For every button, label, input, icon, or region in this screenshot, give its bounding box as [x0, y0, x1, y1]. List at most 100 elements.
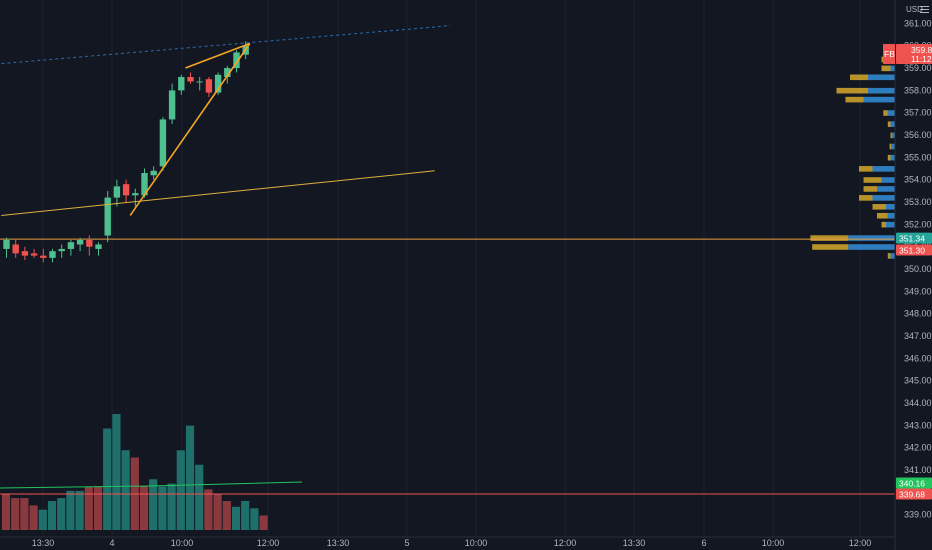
- candle-body: [168, 90, 176, 120]
- y-tick-label: 341.00: [904, 465, 932, 475]
- candle-body: [3, 240, 10, 249]
- vp-row-b: [881, 177, 895, 183]
- volume-bar: [204, 489, 213, 530]
- volume-bar: [213, 493, 222, 530]
- vp-row-a: [850, 74, 868, 81]
- x-tick-label: 10:00: [465, 538, 488, 548]
- volume-bar: [176, 450, 185, 530]
- candle-body: [132, 193, 139, 196]
- vp-row-a: [872, 204, 886, 210]
- volume-bar: [66, 490, 75, 530]
- tag-price: 339.68: [899, 490, 925, 500]
- price-axis[interactable]: 361.00360.00359.00358.00357.00356.00355.…: [894, 0, 932, 550]
- vp-row-a: [845, 96, 864, 103]
- volume-bars: [0, 414, 895, 530]
- vp-row-b: [890, 154, 895, 161]
- price-tag-level-low: 351.30: [896, 244, 932, 256]
- candle-body: [76, 240, 84, 245]
- trendline[interactable]: [1, 170, 435, 216]
- vp-row-b: [890, 65, 895, 72]
- price-tag-level-high: 351.34: [896, 232, 932, 244]
- candle-body: [159, 119, 167, 167]
- vp-row-b: [890, 121, 895, 127]
- vp-row-b: [872, 195, 895, 201]
- x-tick-label: 13:30: [32, 538, 55, 548]
- x-tick-label: 12:00: [849, 538, 872, 548]
- vp-row-b: [890, 253, 895, 259]
- tag-price: 340.16: [899, 479, 925, 489]
- volume-bar: [93, 486, 103, 530]
- y-tick-label: 358.00: [904, 85, 932, 95]
- vp-row-a: [836, 87, 868, 94]
- volume-bar: [259, 515, 268, 530]
- vp-row-b: [848, 235, 895, 241]
- candle-body: [233, 52, 240, 69]
- tag-price: 351.34: [899, 234, 925, 244]
- x-tick-label: 6: [701, 538, 706, 548]
- volume-bar: [112, 414, 121, 530]
- dashed-trendline[interactable]: [1, 25, 451, 65]
- x-tick-label: 5: [404, 538, 409, 548]
- y-tick-label: 361.00: [904, 18, 932, 28]
- vp-row-b: [848, 244, 895, 250]
- y-tick-label: 355.00: [904, 152, 932, 162]
- candle-body: [12, 244, 19, 254]
- volume-bar: [149, 479, 158, 530]
- vp-row-b: [891, 143, 895, 150]
- y-tick-label: 346.00: [904, 353, 932, 363]
- price-tag-fb: 359.8111:12 FB: [883, 43, 932, 64]
- vp-row-b: [887, 110, 895, 116]
- y-tick-label: 359.00: [904, 63, 932, 73]
- tag-countdown: 11:12: [911, 54, 932, 64]
- vp-row-b: [887, 212, 895, 219]
- y-tick-label: 357.00: [904, 108, 932, 118]
- wedge-upper-line[interactable]: [185, 42, 251, 69]
- candle-body: [205, 79, 213, 93]
- volume-bar: [57, 498, 66, 530]
- volume-bar: [84, 486, 93, 530]
- volume-bar: [75, 490, 84, 530]
- drawings[interactable]: [1, 25, 451, 216]
- vp-row-a: [859, 195, 873, 201]
- vp-row-a: [810, 235, 849, 241]
- chart-header: USD: [906, 5, 929, 14]
- volume-bar: [241, 501, 250, 530]
- volume-bar: [158, 486, 167, 530]
- vp-row-a: [883, 110, 888, 116]
- vp-row-a: [877, 212, 888, 219]
- y-tick-label: 339.00: [904, 510, 932, 520]
- volume-bar: [250, 508, 259, 530]
- vp-row-b: [872, 166, 895, 172]
- volume-bar: [47, 501, 57, 530]
- vp-row-b: [886, 221, 895, 228]
- candle-body: [21, 251, 29, 256]
- volume-bar: [1, 493, 11, 530]
- candle-body: [196, 81, 203, 83]
- hamburger-icon[interactable]: [920, 6, 929, 13]
- candle-body: [224, 68, 231, 77]
- tag-price: 351.30: [899, 246, 925, 256]
- vp-row-a: [863, 186, 877, 192]
- candlesticks: [3, 41, 249, 263]
- candle-body: [150, 170, 157, 176]
- y-tick-label: 353.00: [904, 197, 932, 207]
- x-tick-label: 10:00: [171, 538, 194, 548]
- candle-body: [113, 186, 121, 198]
- time-axis[interactable]: 13:30 4 10:00 12:00 13:30 5 10:00 12:00 13:30 6 10…: [0, 536, 895, 548]
- candle-body: [178, 76, 185, 91]
- grid: [42, 0, 861, 537]
- candle-body: [95, 244, 102, 249]
- currency-label[interactable]: USD: [906, 5, 923, 14]
- volume-bar: [222, 501, 231, 530]
- candle-body: [122, 184, 130, 196]
- volume-bar: [195, 464, 204, 530]
- x-tick-label: 13:30: [623, 538, 646, 548]
- vp-row-a: [887, 154, 891, 161]
- price-tag-vol-last: 339.68: [896, 488, 932, 500]
- candle-body: [187, 76, 194, 82]
- wedge-lower-line[interactable]: [129, 43, 251, 216]
- candle-body: [58, 248, 65, 252]
- y-tick-label: 356.00: [904, 130, 932, 140]
